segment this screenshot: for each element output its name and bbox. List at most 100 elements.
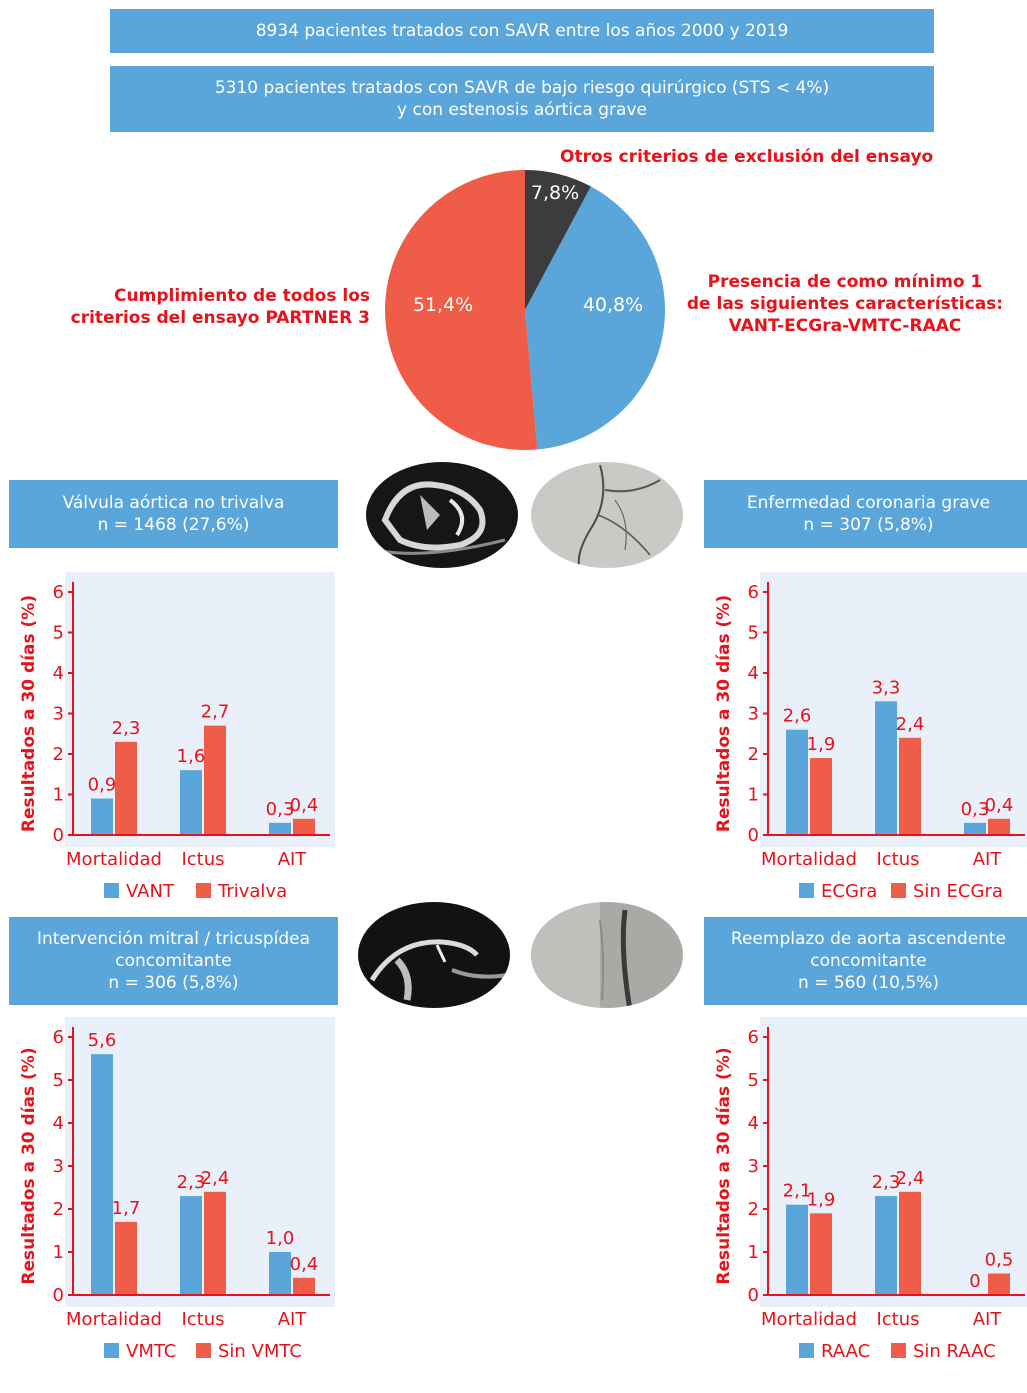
- echo-image-1: [366, 462, 518, 568]
- bar-sin-vmtc-ait: [293, 1277, 315, 1295]
- bar-sin-ecgra-ait: [988, 818, 1010, 835]
- bar-value-label: 2,4: [201, 1168, 230, 1189]
- legend-label: VANT: [126, 881, 175, 902]
- pie-chart: 7,8% 40,8% 51,4%: [385, 170, 665, 450]
- banner-total-text: 8934 pacientes tratados con SAVR entre l…: [255, 21, 789, 41]
- panel-title-raac-line1: Reemplazo de aorta ascendente: [730, 929, 1007, 949]
- panel-title-vant: Válvula aórtica no trivalva n = 1468 (27…: [9, 480, 338, 548]
- y-tick-label: 6: [53, 582, 64, 603]
- y-axis-title: Resultados a 30 días (%): [714, 1047, 734, 1284]
- bar-value-label: 1,6: [177, 746, 206, 767]
- y-tick-label: 5: [53, 623, 64, 644]
- y-tick-label: 1: [53, 785, 64, 806]
- angio-image-2: [531, 902, 683, 1008]
- bar-value-label: 1,9: [807, 1189, 836, 1210]
- legend-swatch: [104, 883, 119, 898]
- pie-label-partner: Cumplimiento de todos los criterios del …: [40, 285, 370, 329]
- bar-chart-vant: 0 1 2 3 4 5 6 Resultados a 30 días (%) 0,9 2,3 Mor…: [19, 572, 335, 902]
- bar-chart-vmtc: 0 1 2 3 4 5 6 Resultados a 30 días (%) 5,6 1,7 Mor…: [19, 1017, 335, 1362]
- bar-value-label: 2,3: [872, 1172, 901, 1193]
- x-category-label: Ictus: [181, 1309, 224, 1330]
- pie-label-features-line1: Presencia de como mínimo 1: [707, 272, 983, 292]
- y-tick-label: 3: [748, 1156, 759, 1177]
- bar-vmtc-ait: [269, 1252, 291, 1295]
- x-category-label: Ictus: [181, 849, 224, 870]
- y-tick-label: 0: [53, 825, 64, 846]
- pie-slice-partner: [385, 170, 538, 450]
- y-tick-label: 6: [53, 1027, 64, 1048]
- angio-image-1: [531, 462, 683, 568]
- y-tick-label: 2: [53, 744, 64, 765]
- pie-slice-partner-label: 51,4%: [413, 294, 473, 316]
- pie-label-features-line2: de las siguientes características:: [686, 294, 1004, 314]
- bar-sin-raac-ictus: [899, 1191, 921, 1295]
- x-category-label: AIT: [973, 1309, 1003, 1330]
- bar-sin-raac-mortalidad: [810, 1213, 832, 1295]
- bar-trivalva-ictus: [204, 725, 226, 835]
- pie-slice-features-label: 40,8%: [583, 294, 643, 316]
- y-tick-label: 6: [748, 582, 759, 603]
- legend-swatch: [799, 883, 814, 898]
- bar-chart-raac: 0 1 2 3 4 5 6 Resultados a 30 días (%) 2,11,9 Mor…: [714, 1017, 1027, 1362]
- panel-title-vant-line1: Válvula aórtica no trivalva: [62, 493, 285, 513]
- panel-title-ecgra: Enfermedad coronaria grave n = 307 (5,8%…: [704, 480, 1027, 548]
- x-category-label: Mortalidad: [66, 1309, 162, 1330]
- pie-label-features-line3: VANT-ECGra-VMTC-RAAC: [728, 316, 962, 336]
- bar-value-label: 1,9: [807, 734, 836, 755]
- bar-sin-raac-ait: [988, 1273, 1010, 1295]
- bar-value-label: 0,4: [290, 1254, 319, 1275]
- bar-trivalva-ait: [293, 818, 315, 835]
- bar-value-label: 0,4: [985, 795, 1014, 816]
- bar-chart-ecgra: 0 1 2 3 4 5 6 Resultados a 30 días (%) 2,6 1,9 Mor…: [714, 572, 1027, 902]
- panel-title-raac-line2: concomitante: [810, 951, 927, 971]
- y-axis-title: Resultados a 30 días (%): [19, 1047, 39, 1284]
- bar-value-label: 2,3: [177, 1172, 206, 1193]
- y-tick-label: 3: [748, 704, 759, 725]
- panel-title-vmtc-line1: Intervención mitral / tricuspídea: [37, 929, 310, 949]
- panel-title-ecgra-line2: n = 307 (5,8%): [803, 515, 934, 535]
- legend-label: Trivalva: [217, 881, 287, 902]
- bar-sin-ecgra-mortalidad: [810, 758, 832, 835]
- legend-label: Sin VMTC: [218, 1341, 302, 1362]
- legend-swatch: [104, 1343, 119, 1358]
- legend-label: ECGra: [821, 881, 877, 902]
- bar-value-label: 0,4: [290, 795, 319, 816]
- legend-swatch: [891, 1343, 906, 1358]
- legend-swatch: [196, 883, 211, 898]
- bar-value-label: 5,6: [88, 1030, 117, 1051]
- bar-sin-vmtc-ictus: [204, 1191, 226, 1295]
- legend-swatch: [891, 883, 906, 898]
- banner-low-risk-line2: y con estenosis aórtica grave: [397, 100, 647, 120]
- bar-ecgra-mortalidad: [786, 729, 808, 835]
- y-tick-label: 5: [53, 1070, 64, 1091]
- x-category-label: AIT: [278, 849, 308, 870]
- x-category-label: Ictus: [876, 849, 919, 870]
- bar-value-label: 3,3: [872, 677, 901, 698]
- banner-low-risk-line1: 5310 pacientes tratados con SAVR de bajo…: [214, 78, 830, 98]
- legend-label: RAAC: [821, 1341, 870, 1362]
- bar-value-label: 0,9: [88, 775, 117, 796]
- y-tick-label: 4: [748, 1113, 759, 1134]
- echo-image-2: [358, 902, 510, 1008]
- y-axis-title: Resultados a 30 días (%): [714, 595, 734, 832]
- bar-value-label: 2,4: [896, 714, 925, 735]
- bar-raac-mortalidad: [786, 1204, 808, 1295]
- y-tick-label: 6: [748, 1027, 759, 1048]
- pie-slice-other-label: 7,8%: [531, 182, 579, 204]
- pie-label-partner-line1: Cumplimiento de todos los: [114, 286, 370, 306]
- bar-sin-ecgra-ictus: [899, 737, 921, 835]
- bar-value-label: 0,3: [961, 799, 990, 820]
- banner-total-patients: 8934 pacientes tratados con SAVR entre l…: [110, 9, 934, 53]
- bar-value-label: 0: [969, 1271, 980, 1292]
- y-tick-label: 5: [748, 1070, 759, 1091]
- y-tick-label: 2: [53, 1199, 64, 1220]
- y-tick-label: 1: [748, 785, 759, 806]
- panel-title-vmtc: Intervención mitral / tricuspídea concom…: [9, 917, 338, 1005]
- y-axis-title: Resultados a 30 días (%): [19, 595, 39, 832]
- legend-label: Sin ECGra: [913, 881, 1003, 902]
- legend-label: Sin RAAC: [913, 1341, 996, 1362]
- bar-value-label: 2,4: [896, 1168, 925, 1189]
- x-category-label: Mortalidad: [761, 1309, 857, 1330]
- x-category-label: Mortalidad: [761, 849, 857, 870]
- y-tick-label: 2: [748, 744, 759, 765]
